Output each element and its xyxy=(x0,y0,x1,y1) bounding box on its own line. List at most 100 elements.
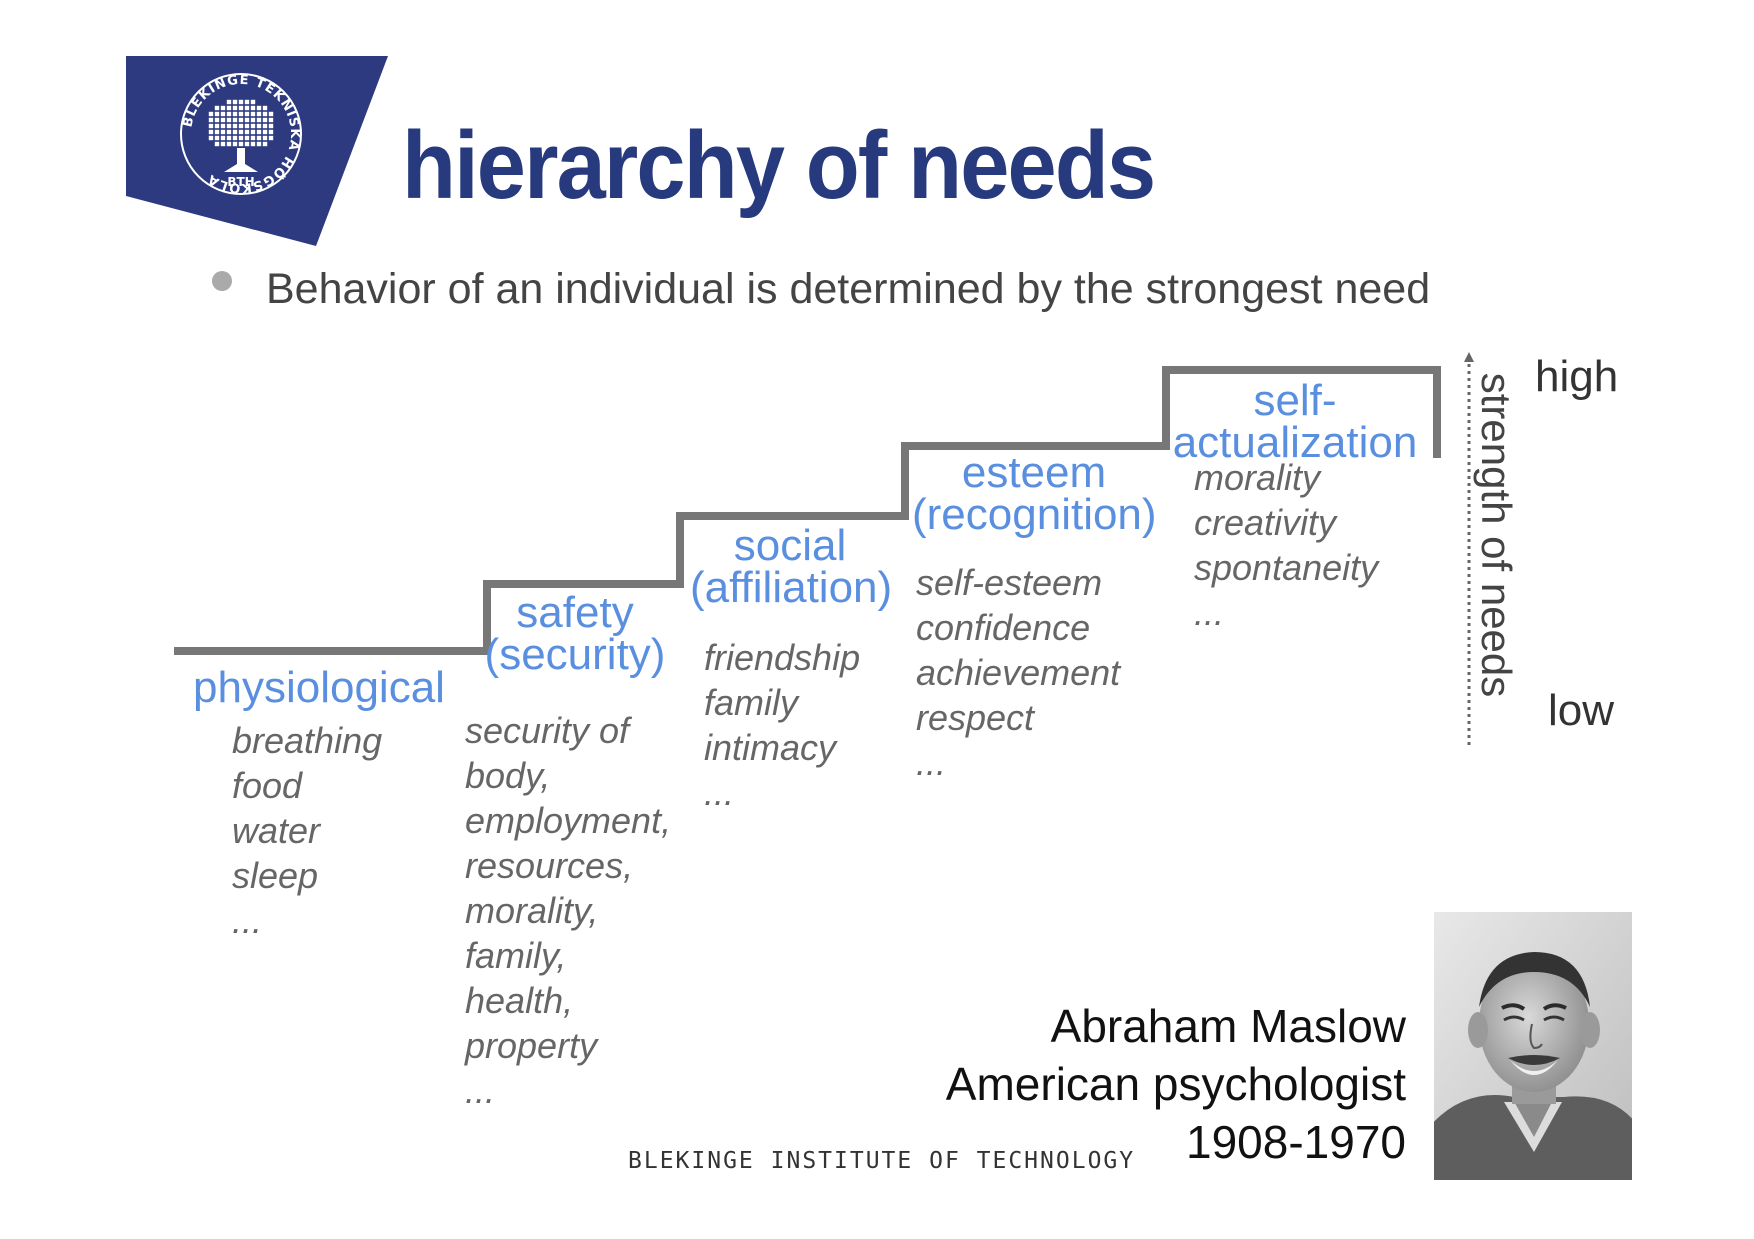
page-title: hierarchy of needs xyxy=(402,112,1156,219)
tree-leaf xyxy=(250,105,256,111)
tree-leaf xyxy=(232,105,238,111)
caption-name: Abraham Maslow xyxy=(1050,1000,1406,1052)
tree-leaf xyxy=(220,129,226,135)
tree-leaf xyxy=(244,99,250,105)
tree-leaf xyxy=(214,141,220,147)
tree-leaf xyxy=(250,141,256,147)
list-item: ... xyxy=(465,1070,496,1111)
tree-leaf xyxy=(256,135,262,141)
list-item: ... xyxy=(916,742,947,783)
maslow-caption: Abraham Maslow American psychologist 190… xyxy=(900,997,1406,1171)
tree-leaf xyxy=(262,105,268,111)
caption-role: American psychologist xyxy=(945,1058,1406,1110)
tree-leaf xyxy=(262,141,268,147)
level-name-line: (recognition) xyxy=(912,490,1157,539)
list-item: security of xyxy=(465,710,630,751)
tree-leaf xyxy=(244,135,250,141)
caption-years: 1908-1970 xyxy=(1186,1116,1406,1168)
tree-leaf xyxy=(244,111,250,117)
tree-leaf xyxy=(214,111,220,117)
list-item: morality, xyxy=(465,890,599,931)
tree-leaf xyxy=(244,117,250,123)
tree-leaf xyxy=(244,123,250,129)
list-item: body, xyxy=(465,755,551,796)
tree-leaf xyxy=(232,123,238,129)
axis-arrow-head xyxy=(1464,352,1474,362)
tree-leaf xyxy=(250,123,256,129)
level-safety-items: security of body, employment, resources,… xyxy=(465,708,671,1113)
tree-leaf xyxy=(226,111,232,117)
tree-leaf xyxy=(214,105,220,111)
tree-leaf xyxy=(238,129,244,135)
tree-leaf xyxy=(256,123,262,129)
tree-leaf xyxy=(220,111,226,117)
tree-leaf xyxy=(262,135,268,141)
list-item: family xyxy=(704,682,799,723)
tree-leaf xyxy=(232,99,238,105)
tree-leaf xyxy=(208,123,214,129)
tree-trunk xyxy=(224,148,258,172)
list-item: ... xyxy=(232,900,263,941)
bullet-icon xyxy=(212,271,232,291)
tree-leaf xyxy=(244,129,250,135)
list-item: health, xyxy=(465,980,574,1021)
axis-label: strength of needs xyxy=(1473,372,1520,698)
logo-center-text: BTH xyxy=(227,175,254,189)
list-item: spontaneity xyxy=(1194,547,1379,588)
tree-leaf xyxy=(256,111,262,117)
tree-leaf xyxy=(268,111,274,117)
tree-leaf xyxy=(220,105,226,111)
bth-logo: BLEKINGE TEKNISKA HÖGSKOLA BTH xyxy=(126,56,388,246)
level-esteem-items: self-esteem confidence achievement respe… xyxy=(916,560,1120,785)
tree-leaf xyxy=(226,141,232,147)
tree-leaf xyxy=(238,123,244,129)
tree-leaf xyxy=(226,129,232,135)
list-item: water xyxy=(232,810,321,851)
level-social-label: social (affiliation) xyxy=(690,524,893,612)
tree-leaf xyxy=(220,123,226,129)
tree-leaf xyxy=(232,111,238,117)
level-name-line: esteem xyxy=(961,448,1107,497)
list-item: sleep xyxy=(232,855,319,896)
tree-leaf xyxy=(238,105,244,111)
level-physiological-label: physiological xyxy=(176,666,462,710)
tree-leaf xyxy=(238,99,244,105)
level-self-actualization-label: self- actualization xyxy=(1170,379,1420,467)
tree-leaf xyxy=(268,129,274,135)
tree-leaf xyxy=(232,135,238,141)
list-item: achievement xyxy=(916,652,1121,693)
tree-leaf xyxy=(262,117,268,123)
tree-leaf xyxy=(262,111,268,117)
tree-leaf xyxy=(262,129,268,135)
level-safety-label: safety (security) xyxy=(482,591,668,677)
bullet-text: Behavior of an individual is determined … xyxy=(266,265,1431,313)
tree-leaf xyxy=(220,117,226,123)
tree-leaf xyxy=(220,135,226,141)
tree-leaf xyxy=(208,129,214,135)
list-item: breathing xyxy=(232,720,383,761)
level-name-line: (affiliation) xyxy=(690,563,893,612)
tree-leaf xyxy=(214,117,220,123)
tree-leaf xyxy=(268,123,274,129)
tree-leaf xyxy=(232,141,238,147)
level-name-line: actualization xyxy=(1172,418,1418,467)
tree-leaf xyxy=(208,135,214,141)
tree-leaf xyxy=(214,135,220,141)
tree-leaf xyxy=(250,135,256,141)
tree-leaf xyxy=(256,117,262,123)
tree-leaf xyxy=(226,105,232,111)
tree-icon xyxy=(208,99,274,172)
tree-leaf xyxy=(208,117,214,123)
tree-leaf xyxy=(238,135,244,141)
level-social-items: friendship family intimacy ... xyxy=(704,635,860,815)
list-item: property xyxy=(465,1025,598,1066)
list-item: ... xyxy=(704,772,735,813)
tree-leaf xyxy=(244,105,250,111)
list-item: intimacy xyxy=(704,727,837,768)
tree-leaf xyxy=(250,117,256,123)
tree-leaf xyxy=(226,135,232,141)
footer-institution: BLEKINGE INSTITUTE OF TECHNOLOGY xyxy=(628,1148,1136,1174)
axis-low-label: low xyxy=(1548,686,1615,735)
tree-leaf xyxy=(268,117,274,123)
tree-leaf xyxy=(220,141,226,147)
